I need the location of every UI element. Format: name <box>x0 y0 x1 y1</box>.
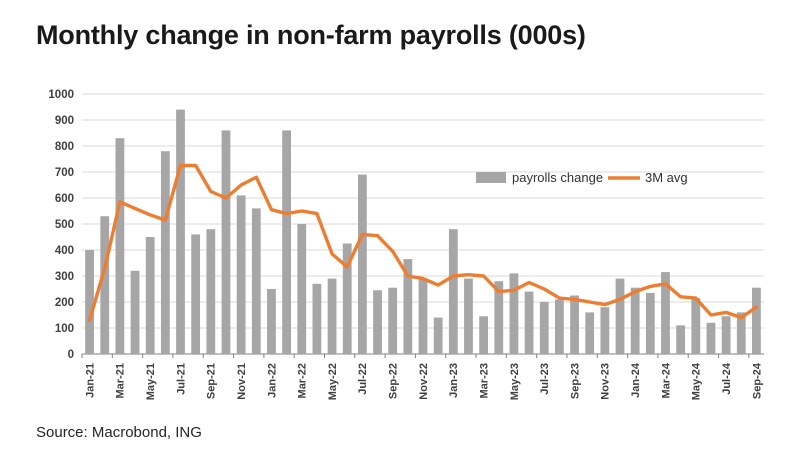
bar <box>221 130 231 354</box>
y-tick-label: 0 <box>68 349 74 361</box>
bar <box>327 278 337 354</box>
x-tick-label: Jan-24 <box>630 362 642 398</box>
bar <box>342 243 352 354</box>
x-tick-label: May-24 <box>691 362 703 400</box>
bar <box>206 229 216 354</box>
y-tick-label: 300 <box>55 271 74 283</box>
bar <box>373 290 382 354</box>
y-tick-label: 900 <box>55 115 74 127</box>
bar <box>418 278 428 354</box>
x-axis-ticks <box>81 354 750 358</box>
bar <box>706 322 716 354</box>
avg-line <box>87 163 759 322</box>
x-tick-label: Mar-21 <box>115 363 127 398</box>
bar <box>312 283 322 354</box>
x-tick-label: Sep-21 <box>206 363 218 399</box>
bar <box>357 174 367 354</box>
bar <box>615 278 625 354</box>
x-axis-labels: Jan-21 Mar-21 May-21 Jul-21 Sep-21 Nov-21 Jan-… <box>84 362 763 400</box>
bar <box>555 299 564 354</box>
bar <box>524 291 534 354</box>
bar <box>176 109 185 354</box>
bar <box>539 302 549 354</box>
x-tick-label: Jul-21 <box>175 363 187 395</box>
bar <box>251 208 261 354</box>
payrolls-chart: 0 100 200 300 400 500 600 700 800 900 1000 Jan-21 Ma… <box>48 89 764 400</box>
bar <box>645 292 655 354</box>
bar <box>145 237 155 354</box>
bar <box>721 316 731 354</box>
legend: payrolls change 3M avg <box>476 170 688 185</box>
bar <box>691 298 701 354</box>
bar <box>630 287 640 354</box>
y-tick-label: 700 <box>55 167 74 179</box>
bar <box>600 307 610 354</box>
x-tick-label: Nov-23 <box>600 363 612 400</box>
y-tick-label: 200 <box>55 297 74 309</box>
bar <box>267 289 276 354</box>
legend-label-payrolls-change: payrolls change <box>512 170 603 185</box>
x-tick-label: Sep-22 <box>388 363 400 399</box>
bar <box>297 224 307 354</box>
bar <box>85 250 94 354</box>
x-tick-label: Jul-22 <box>357 363 369 395</box>
y-tick-label: 800 <box>55 141 74 153</box>
bar <box>676 325 686 354</box>
bar <box>100 216 110 354</box>
bar <box>570 295 579 354</box>
y-axis-labels: 0 100 200 300 400 500 600 700 800 900 1000 <box>48 89 74 361</box>
x-tick-label: May-23 <box>509 363 521 400</box>
y-tick-label: 400 <box>55 245 74 257</box>
bar <box>585 312 595 354</box>
bar <box>464 278 473 354</box>
x-tick-label: Sep-24 <box>751 362 763 399</box>
x-tick-label: Jan-21 <box>84 363 96 398</box>
y-tick-label: 1000 <box>48 89 74 101</box>
x-tick-label: Mar-24 <box>660 362 672 398</box>
bar <box>160 151 170 354</box>
bar <box>448 229 458 354</box>
y-tick-label: 500 <box>55 219 74 231</box>
source-note: Source: Macrobond, ING <box>36 424 202 441</box>
x-tick-label: Jan-23 <box>448 363 460 398</box>
x-tick-label: Jan-22 <box>266 363 278 398</box>
x-tick-label: Mar-22 <box>297 363 309 398</box>
y-tick-label: 600 <box>55 193 74 205</box>
x-tick-label: Nov-21 <box>236 363 248 400</box>
bar <box>191 234 201 354</box>
bar <box>282 130 291 354</box>
y-tick-label: 100 <box>55 323 74 335</box>
bar <box>494 281 504 354</box>
bar <box>403 259 413 354</box>
bar <box>736 312 746 354</box>
bar <box>479 316 489 354</box>
x-tick-label: Nov-22 <box>418 363 430 400</box>
legend-bar-swatch-icon <box>476 172 506 183</box>
chart-title: Monthly change in non-farm payrolls (000… <box>36 20 586 50</box>
x-tick-label: Jul-23 <box>539 363 551 395</box>
x-tick-label: May-22 <box>327 363 339 400</box>
chart-area: 0 100 200 300 400 500 600 700 800 900 1000 Jan-21 Ma… <box>24 82 776 427</box>
legend-label-3m-avg: 3M avg <box>645 170 688 185</box>
bar <box>115 138 125 354</box>
bar <box>752 287 761 354</box>
bar <box>388 287 398 354</box>
bar <box>509 273 519 354</box>
x-tick-label: Mar-23 <box>478 363 490 398</box>
bar <box>130 270 140 354</box>
x-tick-label: Sep-23 <box>569 363 581 399</box>
x-tick-label: May-21 <box>145 363 157 400</box>
x-tick-label: Jul-24 <box>721 362 733 395</box>
bars-series <box>85 109 761 354</box>
bar <box>433 317 443 354</box>
bar <box>236 195 246 354</box>
bar <box>661 272 670 354</box>
